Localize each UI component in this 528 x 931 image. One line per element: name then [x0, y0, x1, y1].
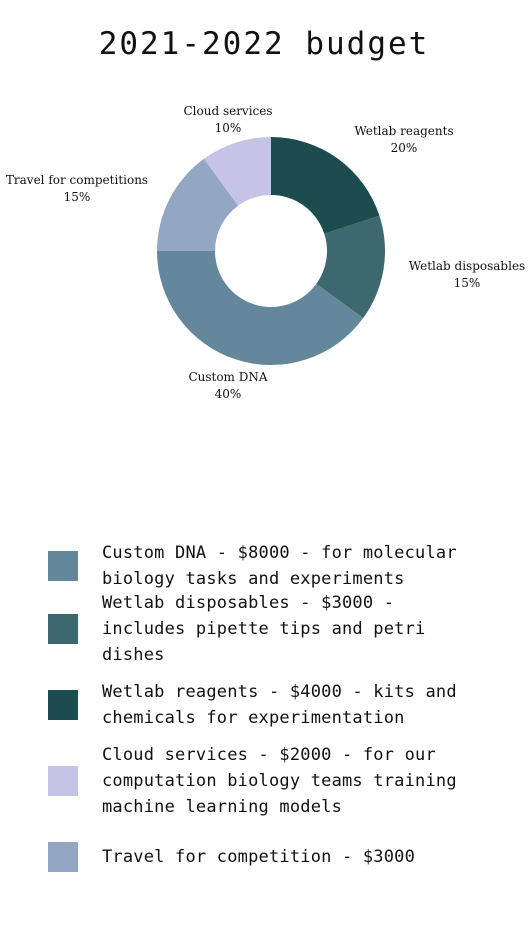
- chart-title: 2021-2022 budget: [98, 26, 430, 62]
- legend-text: Wetlab disposables - $3000 - includes pi…: [102, 593, 426, 665]
- slice-cloud-services: [203, 137, 271, 206]
- legend-swatch: [48, 842, 78, 872]
- legend-text: Custom DNA - $8000 - for molecular biolo…: [102, 543, 457, 589]
- legend-item-cloud-services: Cloud services - $2000 - for our computa…: [48, 742, 488, 820]
- slice-percent-wetlab-reagents: 20%: [391, 141, 418, 155]
- slice-label-travel: Travel for competitions: [6, 173, 148, 187]
- legend-text: Cloud services - $2000 - for our computa…: [102, 745, 457, 817]
- slice-travel: [157, 158, 239, 251]
- legend-item-travel: Travel for competition - $3000: [48, 842, 488, 872]
- slice-label-custom-dna: Custom DNA: [188, 370, 267, 384]
- legend-swatch: [48, 766, 78, 796]
- legend-item-wetlab-reagents: Wetlab reagents - $4000 - kits and chemi…: [48, 679, 488, 731]
- slice-label-wetlab-reagents: Wetlab reagents: [354, 124, 453, 138]
- legend-text: Travel for competition - $3000: [102, 847, 416, 867]
- slice-label-wetlab-disposables: Wetlab disposables: [409, 259, 525, 273]
- slice-percent-custom-dna: 40%: [215, 387, 242, 401]
- slice-label-cloud-services: Cloud services: [183, 104, 272, 118]
- legend-item-wetlab-disposables: Wetlab disposables - $3000 - includes pi…: [48, 593, 488, 665]
- slice-wetlab-disposables: [316, 215, 385, 319]
- legend-swatch: [48, 690, 78, 720]
- legend-swatch: [48, 551, 78, 581]
- legend-text: Wetlab reagents - $4000 - kits and chemi…: [102, 682, 457, 728]
- legend-item-custom-dna: Custom DNA - $8000 - for molecular biolo…: [48, 540, 488, 592]
- slice-wetlab-reagents: [271, 137, 380, 234]
- slice-percent-travel: 15%: [64, 190, 91, 204]
- slice-percent-cloud-services: 10%: [215, 121, 242, 135]
- slice-percent-wetlab-disposables: 15%: [454, 276, 481, 290]
- slice-custom-dna: [157, 251, 364, 365]
- donut-chart: Wetlab reagents 20% Wetlab disposables 15% C…: [6, 104, 525, 401]
- legend-swatch: [48, 614, 78, 644]
